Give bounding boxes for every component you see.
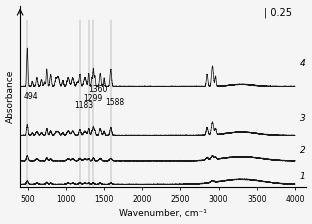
Text: 1360: 1360 bbox=[89, 85, 108, 94]
Text: 1588: 1588 bbox=[105, 98, 124, 107]
Text: 2: 2 bbox=[300, 146, 305, 155]
Text: 1299: 1299 bbox=[83, 94, 103, 103]
X-axis label: Wavenumber, cm⁻¹: Wavenumber, cm⁻¹ bbox=[119, 209, 207, 218]
Text: 494: 494 bbox=[24, 92, 39, 101]
Text: 3: 3 bbox=[300, 114, 305, 123]
Y-axis label: Absorbance: Absorbance bbox=[6, 69, 15, 123]
Text: | 0.25: | 0.25 bbox=[264, 8, 292, 18]
Text: 4: 4 bbox=[300, 58, 305, 68]
Text: 1: 1 bbox=[300, 172, 305, 181]
Text: 1183: 1183 bbox=[74, 101, 93, 110]
